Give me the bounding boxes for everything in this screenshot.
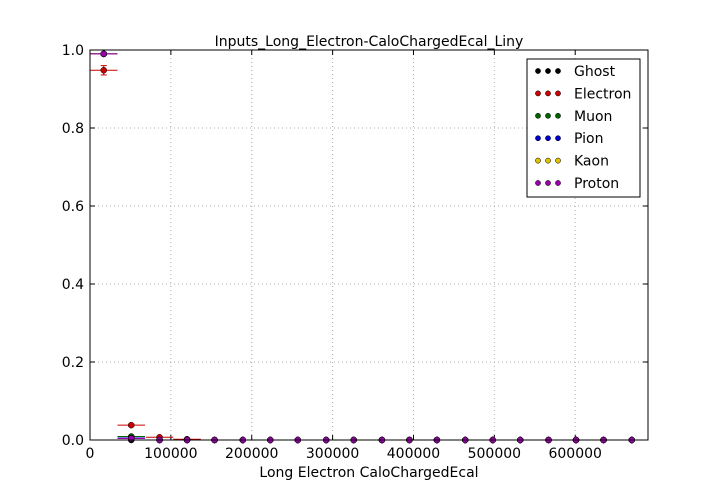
y-tick-label: 0.6 — [62, 199, 84, 215]
legend-marker — [535, 135, 541, 142]
legend-entry-muon: Muon — [535, 109, 612, 125]
legend-label: Muon — [574, 109, 612, 125]
data-point — [127, 421, 135, 429]
data-point — [100, 50, 107, 58]
legend-marker — [535, 157, 541, 164]
legend-marker — [555, 135, 561, 142]
legend-entry-kaon: Kaon — [535, 154, 609, 170]
legend-marker — [545, 112, 551, 119]
y-tick-label: 0.0 — [62, 433, 84, 449]
y-tick-label: 0.8 — [62, 121, 84, 137]
y-tick-label: 1.0 — [62, 43, 84, 59]
legend-marker — [545, 90, 551, 97]
legend-label: Proton — [574, 176, 619, 192]
x-tick-label: 500000 — [468, 446, 521, 462]
legend-marker — [555, 180, 561, 186]
data-point — [100, 67, 107, 74]
x-axis-title: Long Electron CaloChargedEcal — [259, 465, 478, 481]
legend-entry-electron: Electron — [535, 86, 631, 102]
legend-box — [526, 58, 641, 198]
legend-marker — [545, 157, 551, 164]
legend-marker — [545, 180, 551, 186]
x-tick-label: 200000 — [225, 446, 278, 462]
x-axis-ticks: 0 100000 200000 300000 400000 500000 600000 — [86, 50, 602, 462]
x-tick-label: 300000 — [306, 446, 359, 462]
x-tick-label: 100000 — [144, 446, 197, 462]
legend-marker — [535, 68, 541, 74]
legend-label: Kaon — [574, 154, 609, 170]
legend-marker — [535, 90, 541, 97]
x-tick-label: 0 — [86, 446, 95, 462]
plot-frame — [89, 49, 649, 441]
legend-marker — [535, 112, 541, 119]
x-tick-label: 400000 — [387, 446, 440, 462]
legend-marker — [555, 68, 561, 74]
legend-marker — [555, 90, 561, 97]
data-point — [127, 435, 135, 442]
legend-entry-proton: Proton — [535, 176, 619, 192]
legend-entry-pion: Pion — [535, 131, 603, 147]
legend-label: Ghost — [574, 64, 616, 80]
legend: Ghost Electron Muon Pion Kaon Proton — [526, 58, 641, 198]
legend-marker — [555, 157, 561, 164]
y-tick-label: 0.2 — [62, 355, 84, 371]
legend-marker — [545, 135, 551, 142]
legend-entry-ghost: Ghost — [535, 64, 616, 80]
legend-entries: Ghost Electron Muon Pion Kaon Proton — [535, 64, 631, 192]
legend-marker — [535, 180, 541, 186]
legend-marker — [555, 112, 561, 119]
y-tick-label: 0.4 — [62, 277, 84, 293]
legend-marker — [545, 68, 551, 74]
chart-title: Inputs_Long_Electron-CaloChargedEcal_Lin… — [215, 34, 524, 50]
legend-label: Pion — [574, 131, 603, 147]
x-tick-label: 600000 — [548, 446, 601, 462]
legend-label: Electron — [574, 86, 631, 102]
